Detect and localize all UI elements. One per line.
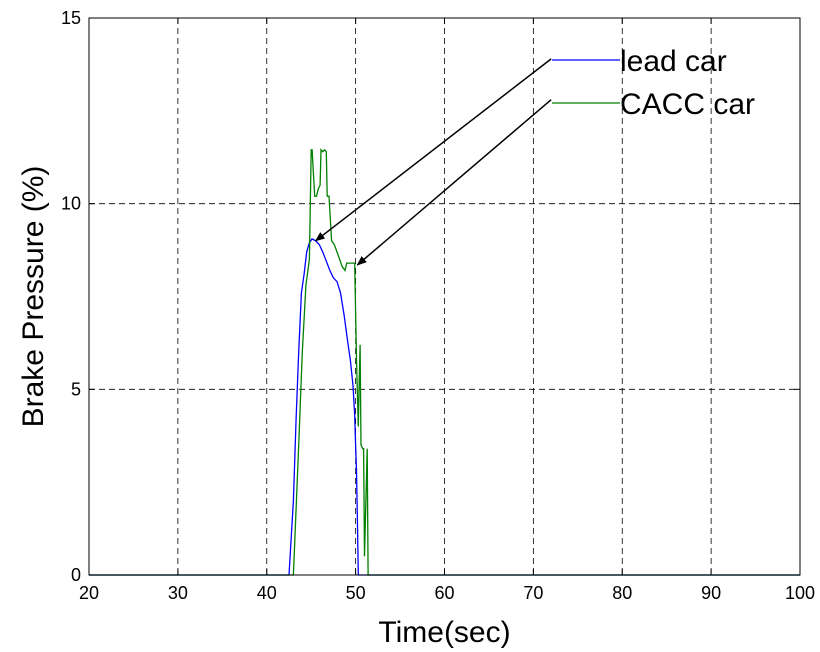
annotation-arrow-1 [314,58,552,242]
x-axis-label: Time(sec) [378,616,510,649]
series-line-lead-car [89,238,800,576]
x-tick-label: 20 [79,583,99,603]
y-tick-label: 5 [71,379,81,399]
y-tick-label: 10 [61,194,81,214]
grid-lines [89,18,800,575]
y-tick-label: 0 [71,565,81,585]
legend: lead car CACC car [552,45,755,121]
x-tick-label: 30 [168,583,188,603]
axis-ticks: 20 30 40 50 60 70 80 90 100 0 5 10 15 [61,8,815,603]
x-tick-label: 60 [434,583,454,603]
arrow-annotations [314,58,552,266]
x-tick-label: 100 [785,583,815,603]
x-tick-label: 80 [612,583,632,603]
annotation-arrow-2 [356,99,552,266]
y-axis-label: Brake Pressure (%) [17,166,50,428]
x-tick-label: 50 [346,583,366,603]
x-tick-label: 90 [701,583,721,603]
y-tick-label: 15 [61,8,81,28]
series-line-cacc-car [89,148,800,576]
legend-label-lead-car: lead car [620,45,727,78]
legend-label-cacc-car: CACC car [620,88,755,121]
series-lines [89,148,800,576]
x-tick-label: 40 [257,583,277,603]
x-tick-label: 70 [523,583,543,603]
